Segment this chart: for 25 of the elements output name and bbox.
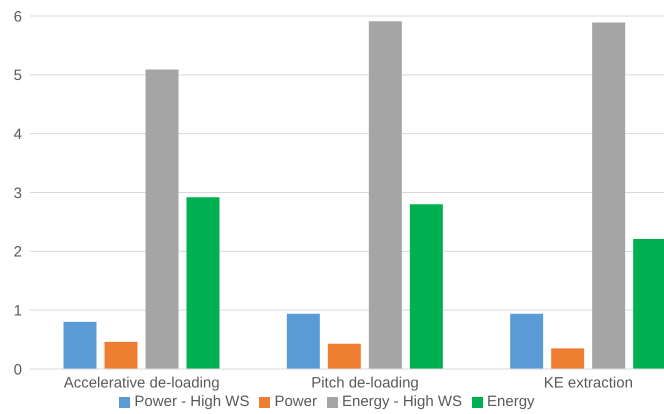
y-tick-label: 3 [14,184,22,202]
bar [410,204,443,369]
bar [64,322,96,369]
legend-label: Power [274,393,317,410]
bar [368,21,402,369]
legend-label: Energy - High WS [342,393,462,410]
y-tick-label: 2 [14,244,22,261]
bar [328,344,361,369]
legend-label: Energy [487,393,535,410]
legend-label: Power - High WS [134,393,250,410]
x-tick-label: Pitch de-loading [311,374,419,392]
bar [186,197,220,369]
bar [592,22,626,369]
bar [286,314,320,369]
y-tick-label: 5 [14,67,22,84]
x-tick-label: Accelerative de-loading [64,374,220,392]
y-tick-label: 6 [14,8,22,26]
bar [551,348,584,369]
bar [510,314,544,369]
bar [104,342,138,369]
y-tick-label: 4 [14,126,22,143]
x-tick-label: KE extraction [544,374,633,392]
y-tick-label: 0 [14,361,22,378]
y-tick-label: 1 [14,302,22,320]
bar [146,70,178,369]
